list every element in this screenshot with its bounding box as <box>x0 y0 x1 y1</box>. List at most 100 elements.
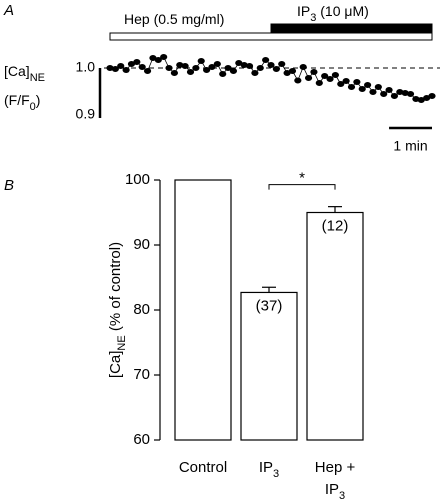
trace-point <box>310 69 318 75</box>
n-label: (12) <box>322 217 349 234</box>
trace-point <box>208 64 216 70</box>
trace-point <box>369 89 377 95</box>
trace-point <box>245 63 254 69</box>
trace-point <box>256 65 264 71</box>
x-tick-label: Control <box>179 459 227 476</box>
panel-label: B <box>4 177 14 194</box>
trace-point <box>262 57 270 63</box>
trace-point <box>117 63 125 69</box>
trace-point <box>229 68 238 74</box>
trace-point <box>423 95 431 101</box>
trace-point <box>160 54 168 60</box>
y-tick-label: 80 <box>133 301 150 318</box>
trace-point <box>235 60 243 66</box>
trace-point <box>380 91 388 97</box>
text-part: NE <box>30 72 45 84</box>
text-part: [Ca] <box>107 351 124 379</box>
trace-point <box>390 93 399 99</box>
trace-point <box>353 79 361 85</box>
trace-point <box>176 62 184 68</box>
trace-point <box>170 70 178 76</box>
trace-point <box>428 93 436 99</box>
text-part: [Ca] <box>4 63 30 79</box>
y-tick-label: 90 <box>133 236 150 253</box>
trace-point <box>181 63 189 69</box>
trace-point <box>111 66 119 72</box>
x-tick-label: Hep + <box>315 459 356 476</box>
text-part: IP <box>297 3 310 19</box>
bar <box>174 179 232 441</box>
text-part: (% of control) <box>107 242 124 335</box>
trace-point <box>203 67 211 73</box>
trace-point <box>272 66 280 72</box>
trace-point <box>186 69 195 75</box>
text-part: (F/F <box>4 92 30 108</box>
trace-point <box>224 65 232 71</box>
text-part: 3 <box>310 12 316 24</box>
trace-point <box>267 62 275 68</box>
y-tick-label: 0.9 <box>76 106 96 122</box>
trace-point <box>149 55 157 61</box>
text-part: Hep (0.5 mg/ml) <box>124 11 224 27</box>
trace-point <box>385 87 393 93</box>
trace-point <box>374 84 382 90</box>
text-part: NE <box>116 335 128 350</box>
significance-label: * <box>299 170 305 187</box>
y-axis-label: (F/F0) <box>4 92 40 113</box>
trace-point <box>127 61 136 67</box>
text-part: IP <box>259 459 273 476</box>
bar <box>240 291 298 441</box>
text-part: 3 <box>273 468 279 480</box>
trace-point <box>138 64 146 70</box>
trace-point <box>122 67 130 73</box>
trace-point <box>331 72 339 78</box>
trace-point <box>358 86 366 92</box>
trace-point <box>364 82 372 88</box>
y-axis-label: [Ca]NE (% of control) <box>107 242 128 378</box>
trace-point <box>401 90 409 96</box>
trace-point <box>197 58 205 64</box>
trace-point <box>143 68 152 74</box>
trace-point <box>165 65 173 71</box>
trace-point <box>417 97 425 103</box>
trace-point <box>396 89 404 95</box>
trace-point <box>240 62 248 68</box>
text-part: (10 μM) <box>316 3 368 19</box>
trace-point <box>133 59 141 65</box>
trace-point <box>342 78 350 84</box>
treatment-bar <box>270 23 433 34</box>
y-tick-label: 70 <box>133 366 150 383</box>
trace-point <box>326 76 334 82</box>
trace-point <box>219 71 227 77</box>
text-part: 3 <box>339 490 345 499</box>
text-part: Control <box>179 459 227 476</box>
text-part: ) <box>36 92 41 108</box>
x-tick-label: IP3 <box>259 459 279 480</box>
n-label: (37) <box>256 297 283 314</box>
bar <box>306 211 364 441</box>
text-part: Hep + <box>315 459 356 476</box>
treatment-label: IP3 (10 μM) <box>297 3 369 24</box>
treatment-label: Hep (0.5 mg/ml) <box>124 11 224 27</box>
trace-point <box>251 70 259 76</box>
text-part: IP <box>325 481 339 498</box>
trace-point <box>347 84 356 90</box>
significance-bracket <box>268 184 336 190</box>
y-axis-label: [Ca]NE <box>4 63 45 84</box>
trace-point <box>406 91 415 97</box>
trace-point <box>294 77 302 84</box>
trace-point <box>337 81 345 87</box>
panel-label: A <box>3 2 14 19</box>
trace-point <box>321 73 329 79</box>
trace-point <box>213 61 221 67</box>
y-tick-label: 100 <box>125 171 150 188</box>
trace-point <box>288 68 297 74</box>
trace-point <box>299 64 307 70</box>
text-part: 0 <box>30 101 36 113</box>
trace-point <box>106 65 114 71</box>
trace-point <box>304 75 313 81</box>
treatment-bar <box>109 32 433 41</box>
x-tick-label: IP3 <box>325 481 345 499</box>
y-tick-label: 60 <box>133 431 150 448</box>
